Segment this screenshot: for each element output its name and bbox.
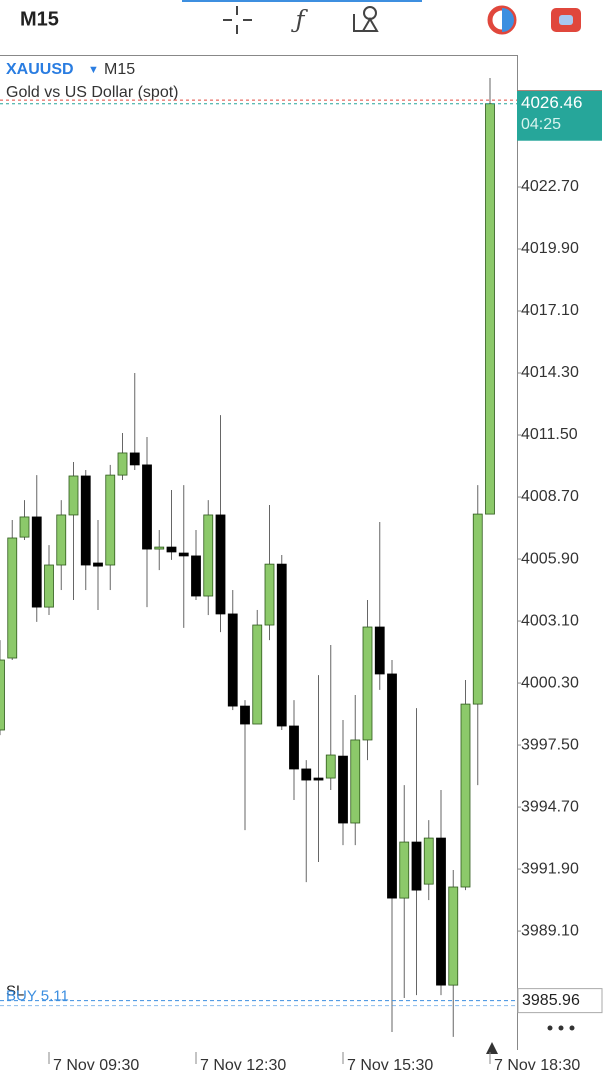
candle-body bbox=[227, 613, 238, 707]
more-menu[interactable] bbox=[547, 1025, 575, 1031]
candle-body bbox=[117, 452, 128, 476]
candle-body bbox=[105, 474, 116, 566]
candle-body bbox=[485, 103, 495, 515]
candle-body bbox=[460, 703, 471, 888]
candle-body bbox=[252, 624, 263, 725]
y-tick-label: 4000.30 bbox=[521, 674, 579, 691]
candle-body bbox=[423, 837, 434, 885]
candle-body bbox=[93, 562, 103, 567]
candle-body bbox=[276, 563, 287, 727]
y-tick-label: 4022.70 bbox=[521, 178, 579, 195]
candle-body bbox=[178, 552, 189, 557]
candle-body bbox=[154, 546, 165, 550]
candle-body bbox=[68, 475, 79, 516]
candle-body bbox=[129, 452, 140, 466]
countdown: 04:25 bbox=[521, 116, 561, 133]
candle-body bbox=[191, 555, 201, 597]
y-tick-label: 3989.10 bbox=[521, 922, 579, 939]
y-tick-label: 4005.90 bbox=[521, 550, 579, 567]
y-tick-label: 3997.50 bbox=[521, 736, 579, 753]
candle-body bbox=[19, 516, 30, 538]
candle-body bbox=[240, 705, 250, 725]
y-tick-label: 4003.10 bbox=[521, 612, 579, 629]
candle-body bbox=[387, 673, 397, 899]
candle-body bbox=[142, 464, 152, 550]
order-label: BUY 5.11 bbox=[6, 988, 69, 1005]
chart-title: Gold vs US Dollar (spot) bbox=[6, 84, 179, 101]
candle-body bbox=[374, 626, 385, 675]
y-tick-label: 4014.30 bbox=[521, 364, 579, 381]
y-tick-label: 4017.10 bbox=[521, 302, 579, 319]
candle-body bbox=[7, 537, 18, 659]
candle-body bbox=[350, 739, 361, 824]
candle-body bbox=[313, 777, 324, 781]
indicators-icon[interactable]: ƒ bbox=[291, 6, 309, 34]
order-tag bbox=[517, 988, 603, 1014]
y-tick-label: 3994.70 bbox=[521, 798, 579, 815]
y-tick-label: 4011.50 bbox=[521, 426, 578, 443]
order-tag-label: 3985.96 bbox=[522, 992, 580, 1009]
candle-body bbox=[166, 546, 177, 553]
symbol-dropdown[interactable]: ▼ bbox=[88, 64, 99, 76]
candle-body bbox=[264, 563, 275, 626]
y-tick-label: 4019.90 bbox=[521, 240, 579, 257]
candle-body bbox=[44, 564, 54, 608]
sl-label: SL bbox=[6, 983, 24, 1000]
x-tick-label: 7 Nov 15:30 bbox=[347, 1057, 433, 1074]
candle-body bbox=[436, 837, 446, 986]
crosshair-icon[interactable] bbox=[223, 6, 252, 34]
candle-body bbox=[0, 659, 5, 731]
candle-body bbox=[399, 841, 410, 899]
y-tick-label: 4008.70 bbox=[521, 488, 579, 505]
objects-icon[interactable] bbox=[353, 6, 379, 32]
candle-body bbox=[448, 886, 459, 986]
candle-body bbox=[472, 513, 483, 705]
symbol[interactable]: XAUUSD bbox=[6, 61, 74, 78]
account-icon[interactable] bbox=[551, 8, 581, 32]
x-tick-label: 7 Nov 18:30 bbox=[494, 1057, 580, 1074]
candle-body bbox=[289, 725, 299, 770]
chart-timeframe: M15 bbox=[104, 61, 135, 78]
timeframe-button[interactable]: M15 bbox=[20, 8, 59, 30]
candle-body bbox=[325, 754, 336, 779]
price-tag-label: 4026.46 bbox=[521, 93, 582, 112]
candle-body bbox=[203, 514, 214, 597]
candle-body bbox=[411, 841, 422, 891]
candle-body bbox=[301, 768, 312, 781]
price-tag bbox=[517, 90, 602, 141]
candle-body bbox=[31, 516, 42, 608]
candle-body bbox=[215, 514, 226, 615]
candle-body bbox=[80, 475, 91, 566]
candle-body bbox=[362, 626, 373, 741]
trade-icon[interactable] bbox=[487, 5, 517, 35]
candle-body bbox=[338, 755, 348, 824]
scroll-end-marker[interactable] bbox=[486, 1042, 498, 1054]
y-tick-label: 3991.90 bbox=[521, 860, 579, 877]
x-tick-label: 7 Nov 12:30 bbox=[200, 1057, 286, 1074]
x-tick-label: 7 Nov 09:30 bbox=[53, 1057, 139, 1074]
candle-body bbox=[56, 514, 67, 566]
